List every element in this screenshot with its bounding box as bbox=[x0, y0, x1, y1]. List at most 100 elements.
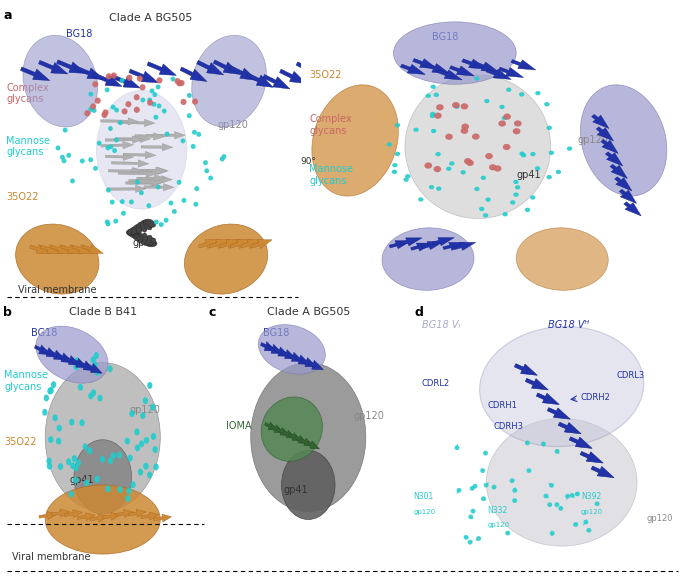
Circle shape bbox=[513, 180, 519, 184]
Circle shape bbox=[445, 134, 453, 140]
Circle shape bbox=[169, 201, 173, 206]
FancyArrow shape bbox=[57, 60, 86, 73]
Circle shape bbox=[140, 98, 145, 102]
Circle shape bbox=[111, 72, 117, 79]
FancyArrow shape bbox=[42, 347, 58, 357]
Circle shape bbox=[57, 425, 62, 432]
Circle shape bbox=[47, 463, 52, 470]
Ellipse shape bbox=[184, 224, 268, 294]
Text: CDRH2: CDRH2 bbox=[581, 392, 611, 402]
Text: Clade A BG505: Clade A BG505 bbox=[266, 307, 350, 317]
Circle shape bbox=[108, 126, 113, 131]
FancyArrow shape bbox=[400, 64, 425, 75]
Circle shape bbox=[171, 76, 175, 81]
FancyArrow shape bbox=[29, 244, 51, 254]
Circle shape bbox=[140, 84, 145, 90]
FancyArrow shape bbox=[77, 513, 95, 521]
Ellipse shape bbox=[127, 227, 138, 235]
FancyArrow shape bbox=[101, 118, 139, 125]
FancyArrow shape bbox=[57, 353, 73, 362]
Circle shape bbox=[413, 128, 419, 132]
Circle shape bbox=[469, 514, 473, 519]
Circle shape bbox=[138, 469, 143, 476]
FancyArrow shape bbox=[389, 240, 411, 249]
Circle shape bbox=[535, 91, 540, 95]
Text: Clade A BG505: Clade A BG505 bbox=[109, 13, 192, 23]
Ellipse shape bbox=[132, 224, 140, 235]
FancyArrow shape bbox=[619, 189, 636, 203]
Circle shape bbox=[42, 409, 47, 416]
FancyArrow shape bbox=[412, 58, 438, 69]
FancyArrow shape bbox=[123, 151, 156, 159]
Circle shape bbox=[425, 162, 432, 169]
Circle shape bbox=[474, 187, 480, 191]
Circle shape bbox=[95, 369, 100, 376]
Text: gp41: gp41 bbox=[132, 239, 157, 249]
Circle shape bbox=[483, 213, 488, 217]
Text: gp120: gp120 bbox=[488, 522, 510, 528]
FancyArrow shape bbox=[92, 73, 122, 87]
Ellipse shape bbox=[97, 91, 187, 209]
FancyArrow shape bbox=[240, 240, 262, 249]
Circle shape bbox=[142, 397, 148, 404]
Circle shape bbox=[79, 419, 85, 426]
Circle shape bbox=[386, 142, 392, 147]
Ellipse shape bbox=[382, 228, 474, 290]
Text: BG18: BG18 bbox=[263, 328, 290, 338]
FancyArrow shape bbox=[443, 242, 465, 250]
Circle shape bbox=[395, 123, 400, 127]
Circle shape bbox=[127, 75, 132, 81]
Text: d: d bbox=[414, 306, 423, 319]
FancyArrow shape bbox=[118, 119, 155, 127]
Circle shape bbox=[549, 151, 554, 155]
Circle shape bbox=[393, 163, 397, 168]
FancyArrow shape bbox=[606, 152, 623, 166]
Circle shape bbox=[51, 381, 56, 388]
Circle shape bbox=[108, 457, 113, 464]
Text: gp41: gp41 bbox=[70, 475, 95, 484]
FancyArrow shape bbox=[107, 185, 147, 192]
Circle shape bbox=[182, 198, 186, 203]
Circle shape bbox=[106, 188, 111, 192]
Circle shape bbox=[195, 186, 199, 191]
Text: b: b bbox=[3, 306, 12, 319]
Circle shape bbox=[181, 138, 186, 143]
Ellipse shape bbox=[126, 229, 138, 236]
Circle shape bbox=[470, 486, 475, 491]
FancyArrow shape bbox=[547, 407, 570, 419]
Ellipse shape bbox=[45, 362, 160, 512]
Circle shape bbox=[129, 199, 134, 205]
Text: CDRH3: CDRH3 bbox=[493, 422, 523, 431]
FancyArrow shape bbox=[137, 176, 173, 183]
FancyArrow shape bbox=[132, 167, 166, 175]
Text: gp120: gp120 bbox=[353, 411, 384, 421]
Circle shape bbox=[473, 484, 477, 488]
Circle shape bbox=[155, 184, 160, 190]
FancyArrow shape bbox=[410, 243, 433, 251]
Circle shape bbox=[519, 92, 525, 97]
FancyArrow shape bbox=[229, 66, 257, 80]
FancyArrow shape bbox=[610, 164, 627, 179]
Circle shape bbox=[122, 108, 127, 114]
FancyArrow shape bbox=[295, 355, 310, 364]
Circle shape bbox=[464, 158, 472, 164]
FancyArrow shape bbox=[536, 393, 559, 405]
Circle shape bbox=[90, 357, 96, 364]
Circle shape bbox=[153, 220, 159, 225]
Circle shape bbox=[150, 403, 155, 410]
FancyArrow shape bbox=[86, 364, 102, 373]
Circle shape bbox=[149, 88, 154, 94]
Circle shape bbox=[105, 73, 112, 79]
Circle shape bbox=[565, 494, 570, 499]
FancyArrow shape bbox=[288, 352, 303, 362]
Circle shape bbox=[513, 192, 519, 197]
Circle shape bbox=[485, 153, 493, 159]
Circle shape bbox=[84, 479, 89, 486]
Circle shape bbox=[97, 140, 101, 146]
FancyArrow shape bbox=[525, 379, 548, 390]
Text: BG18 Vₗ: BG18 Vₗ bbox=[422, 320, 460, 331]
Ellipse shape bbox=[143, 220, 152, 230]
Text: CDRH1: CDRH1 bbox=[488, 401, 518, 410]
Circle shape bbox=[506, 531, 510, 535]
Circle shape bbox=[58, 463, 63, 470]
